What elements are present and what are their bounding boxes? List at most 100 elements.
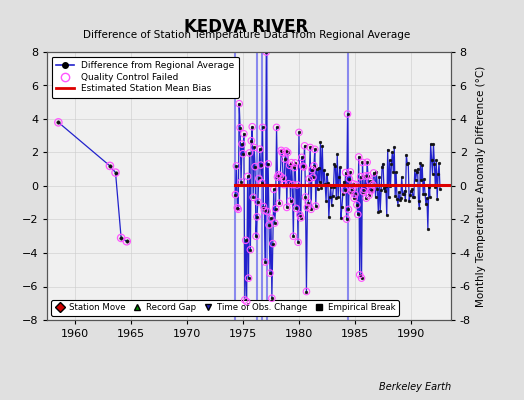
Point [291, 160, 299, 166]
Point [252, 233, 260, 240]
Legend: Station Move, Record Gap, Time of Obs. Change, Empirical Break: Station Move, Record Gap, Time of Obs. C… [51, 300, 399, 316]
Point [345, 176, 354, 182]
Point [245, 150, 254, 156]
Point [123, 238, 131, 244]
Point [234, 206, 243, 212]
Point [362, 195, 370, 201]
Point [342, 169, 350, 176]
Point [233, 204, 242, 211]
Point [261, 259, 269, 265]
Point [360, 186, 368, 192]
Point [258, 124, 267, 130]
Point [251, 164, 259, 170]
Point [350, 195, 358, 201]
Point [296, 212, 304, 218]
Point [355, 272, 364, 278]
Point [255, 175, 263, 182]
Point [346, 169, 355, 175]
Point [357, 275, 366, 281]
Point [355, 154, 363, 160]
Point [303, 204, 312, 211]
Point [341, 187, 349, 193]
Point [256, 162, 265, 168]
Point [286, 198, 294, 204]
Point [368, 186, 376, 192]
Point [349, 181, 357, 187]
Point [352, 182, 360, 188]
Point [290, 164, 299, 171]
Point [260, 207, 269, 214]
Point [267, 215, 275, 222]
Point [275, 200, 283, 206]
Text: Berkeley Earth: Berkeley Earth [378, 382, 451, 392]
Point [309, 174, 317, 180]
Point [351, 191, 359, 198]
Point [368, 182, 377, 188]
Point [117, 235, 125, 241]
Point [248, 124, 256, 130]
Point [356, 174, 365, 180]
Text: KEDVA RIVER: KEDVA RIVER [184, 18, 309, 36]
Point [270, 220, 279, 226]
Point [358, 159, 367, 166]
Point [106, 163, 114, 169]
Point [242, 237, 250, 244]
Text: Difference of Station Temperature Data from Regional Average: Difference of Station Temperature Data f… [83, 30, 410, 40]
Point [280, 182, 288, 188]
Point [286, 162, 294, 168]
Point [264, 161, 272, 167]
Point [292, 205, 300, 212]
Point [247, 138, 256, 144]
Point [367, 188, 375, 194]
Point [288, 181, 297, 188]
Point [282, 148, 290, 154]
Point [259, 203, 268, 210]
Point [243, 298, 251, 305]
Point [310, 162, 318, 169]
Point [311, 146, 319, 152]
Point [289, 233, 298, 240]
Point [236, 124, 244, 131]
Point [253, 214, 261, 220]
Point [283, 149, 292, 156]
Point [342, 216, 351, 222]
Point [304, 199, 312, 206]
Point [305, 176, 313, 182]
Point [307, 206, 315, 212]
Point [294, 239, 302, 246]
Point [235, 100, 243, 107]
Point [111, 169, 119, 176]
Point [263, 208, 271, 215]
Point [344, 206, 353, 213]
Point [237, 179, 245, 185]
Point [262, 49, 270, 55]
Point [366, 178, 374, 184]
Point [274, 172, 282, 178]
Point [271, 206, 280, 212]
Point [297, 215, 305, 221]
Point [244, 275, 253, 281]
Point [246, 246, 255, 253]
Point [277, 147, 286, 154]
Point [256, 146, 264, 152]
Point [282, 204, 291, 211]
Point [239, 150, 247, 157]
Point [269, 186, 278, 192]
Y-axis label: Monthly Temperature Anomaly Difference (°C): Monthly Temperature Anomaly Difference (… [476, 65, 486, 307]
Point [298, 154, 306, 160]
Point [281, 156, 289, 162]
Point [364, 173, 372, 179]
Point [359, 188, 368, 195]
Point [365, 192, 373, 198]
Point [369, 170, 378, 176]
Point [299, 163, 307, 169]
Point [249, 194, 257, 200]
Point [343, 111, 352, 117]
Point [354, 211, 362, 218]
Point [232, 163, 241, 169]
Point [231, 191, 239, 198]
Point [363, 159, 372, 166]
Point [299, 164, 308, 170]
Point [254, 199, 262, 205]
Point [285, 180, 293, 187]
